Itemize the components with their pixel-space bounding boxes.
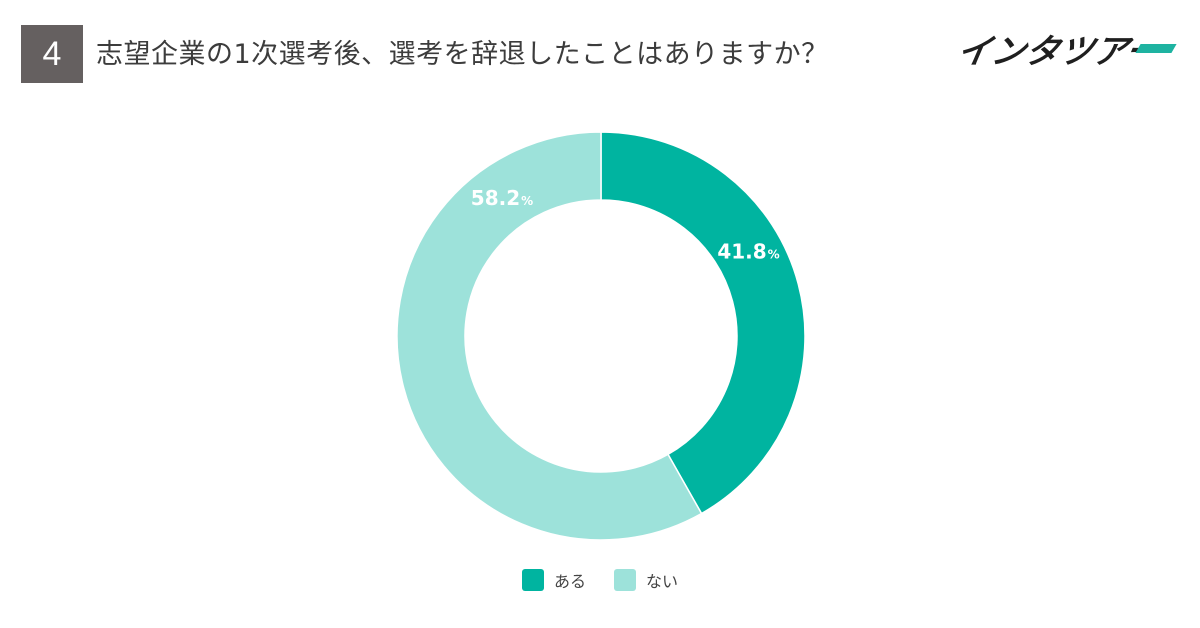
legend-item-no: ない: [614, 568, 678, 592]
question-number: 4: [42, 34, 62, 73]
question-title: 志望企業の1次選考後、選考を辞退したことはありますか？: [96, 39, 829, 70]
chart-legend: ある ない: [0, 568, 1200, 592]
legend-label-no: ない: [646, 572, 679, 591]
slice-no: [396, 131, 703, 541]
legend-swatch-no: [614, 569, 636, 591]
question-number-badge: 4: [21, 25, 83, 83]
legend-item-yes: ある: [521, 568, 586, 592]
legend-label-yes: ある: [553, 572, 586, 591]
slice-yes: [600, 131, 806, 515]
legend-swatch-yes: [521, 569, 544, 591]
